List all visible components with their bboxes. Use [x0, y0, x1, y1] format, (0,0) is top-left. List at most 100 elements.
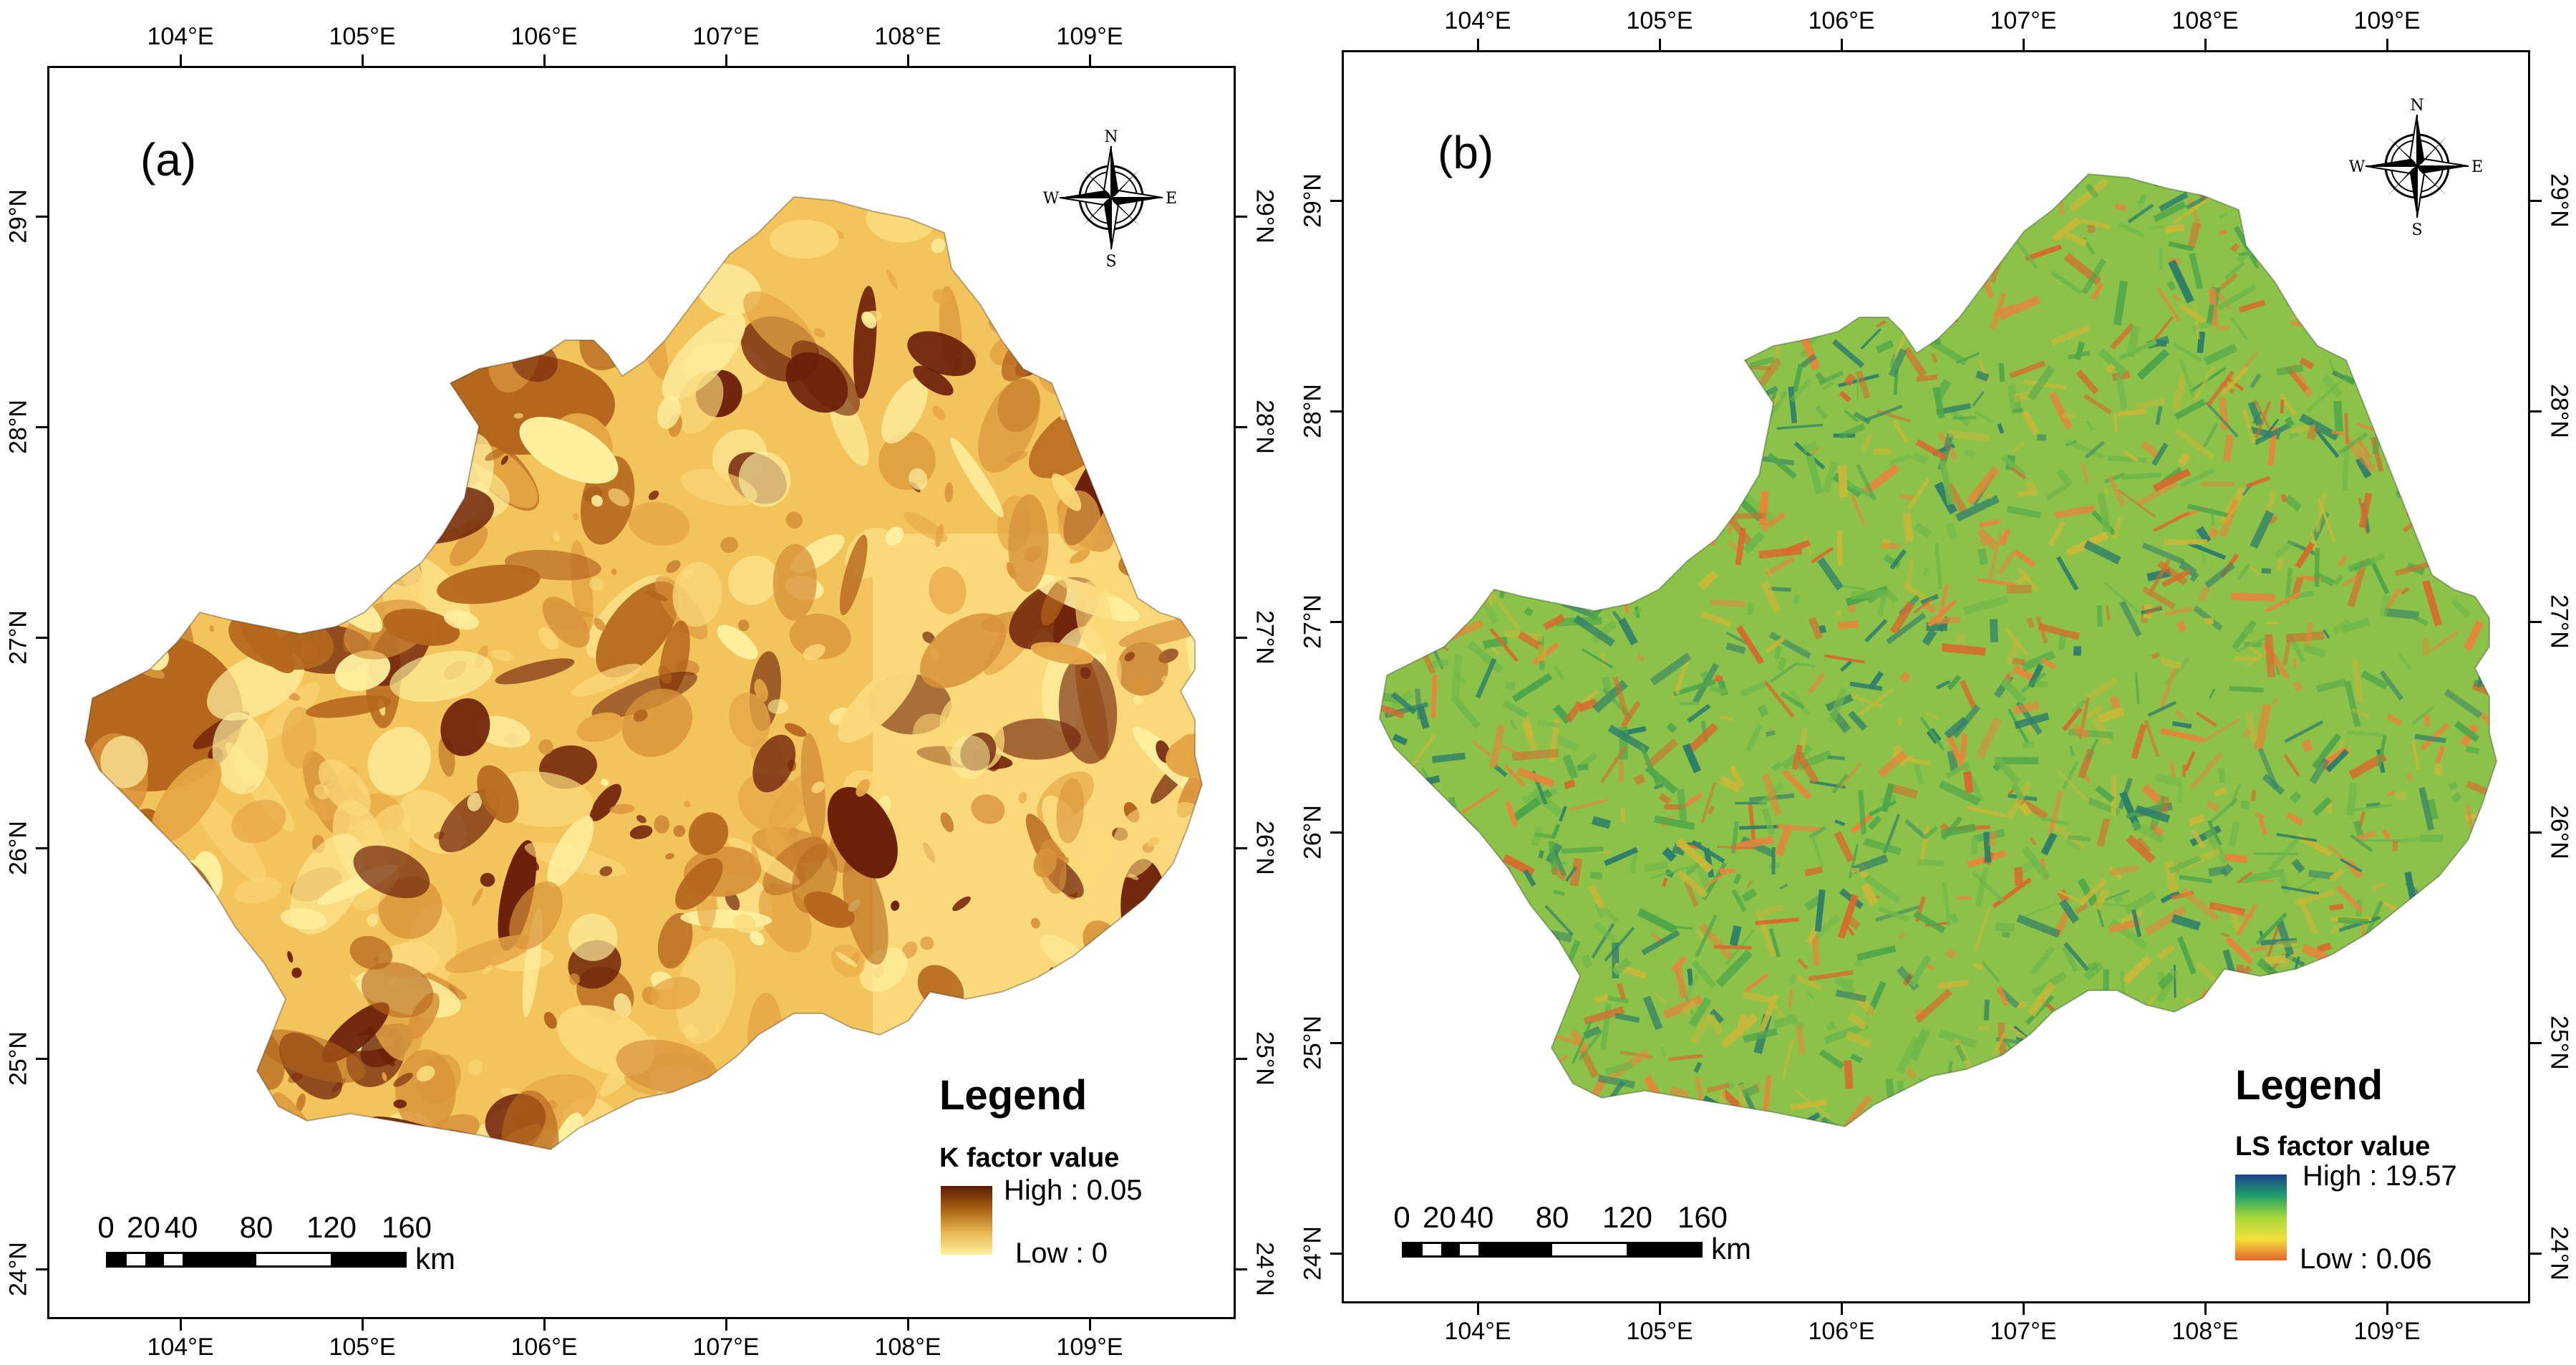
- scale-bar-a: 0 20 40 80 120 160 km: [97, 1210, 455, 1282]
- legend-subtitle-a: K factor value: [939, 1143, 1120, 1173]
- longitude-label: 109°E: [1056, 1333, 1123, 1361]
- scale-label: 0: [1393, 1200, 1410, 1234]
- longitude-label: 107°E: [692, 23, 760, 50]
- latitude-label: 25°N: [1251, 1031, 1279, 1086]
- graticule-tick: [1236, 216, 1247, 218]
- graticule-tick: [2530, 410, 2542, 413]
- longitude-label: 107°E: [692, 1333, 760, 1361]
- latitude-label: 25°N: [1299, 1016, 1327, 1070]
- compass-w-label: W: [2349, 158, 2366, 176]
- graticule-tick: [1236, 847, 1247, 849]
- latitude-label: 27°N: [4, 610, 32, 665]
- graticule-tick: [2386, 1303, 2388, 1315]
- scale-label: 120: [1602, 1200, 1653, 1234]
- graticule-tick: [2530, 831, 2542, 834]
- longitude-label: 104°E: [1444, 1318, 1511, 1345]
- legend-high-a: High : 0.05: [1004, 1175, 1143, 1206]
- legend-subtitle-b: LS factor value: [2235, 1132, 2431, 1162]
- graticule-tick: [2530, 1042, 2542, 1044]
- graticule-tick: [543, 54, 546, 66]
- longitude-label: 108°E: [2171, 1318, 2239, 1345]
- legend-title-b: Legend: [2235, 1062, 2383, 1109]
- graticule-tick: [907, 54, 909, 66]
- latitude-label: 28°N: [4, 400, 32, 454]
- longitude-label: 104°E: [1444, 7, 1511, 34]
- graticule-tick: [1841, 1303, 1843, 1315]
- graticule-tick: [36, 1268, 47, 1270]
- scale-label: 20: [1423, 1200, 1456, 1234]
- graticule-tick: [1236, 426, 1247, 428]
- graticule-tick: [1089, 1319, 1091, 1331]
- scale-label: 160: [1677, 1200, 1728, 1234]
- scale-label: 120: [306, 1210, 357, 1244]
- graticule-tick: [1330, 200, 1342, 202]
- graticule-tick: [2530, 200, 2542, 202]
- scale-unit: km: [1711, 1232, 1751, 1265]
- latitude-label: 27°N: [2545, 594, 2573, 649]
- latitude-label: 28°N: [1299, 384, 1327, 438]
- latitude-label: 29°N: [1251, 189, 1279, 243]
- latitude-label: 25°N: [2545, 1016, 2573, 1070]
- longitude-label: 106°E: [1808, 7, 1875, 34]
- longitude-label: 107°E: [1990, 7, 2057, 34]
- map-panel-a: 104°E 104°E 105°E 105°E 106°E 106°E 107°E 107°E…: [0, 0, 1282, 1365]
- latitude-label: 29°N: [2545, 173, 2573, 228]
- graticule-tick: [1089, 54, 1091, 66]
- scale-label: 20: [127, 1210, 160, 1244]
- longitude-label: 109°E: [2353, 7, 2421, 34]
- graticule-tick: [1659, 1303, 1661, 1315]
- longitude-label: 106°E: [1808, 1318, 1875, 1345]
- compass-s-label: S: [2411, 221, 2422, 238]
- longitude-label: 108°E: [874, 1333, 941, 1361]
- graticule-tick: [2530, 621, 2542, 623]
- latitude-label: 26°N: [1299, 805, 1327, 859]
- graticule-tick: [907, 1319, 909, 1331]
- scale-label: 160: [381, 1210, 432, 1244]
- longitude-label: 105°E: [329, 23, 396, 50]
- compass-e-label: E: [2471, 158, 2483, 176]
- latitude-label: 28°N: [2545, 384, 2573, 438]
- graticule-tick: [1330, 1253, 1342, 1255]
- scale-label: 80: [1535, 1200, 1569, 1234]
- graticule-tick: [1330, 410, 1342, 413]
- legend-ramp-a: [941, 1186, 992, 1255]
- compass-s-label: S: [1105, 253, 1116, 269]
- latitude-label: 26°N: [1251, 821, 1279, 875]
- compass-rose-icon: N S E W: [2345, 95, 2489, 238]
- graticule-tick: [36, 426, 47, 428]
- graticule-tick: [362, 1319, 364, 1331]
- legend-low-a: Low : 0: [1015, 1238, 1108, 1269]
- scale-label: 0: [97, 1210, 115, 1244]
- map-frame-b: [1342, 50, 2530, 1303]
- graticule-tick: [2204, 39, 2207, 50]
- graticule-tick: [1330, 831, 1342, 834]
- legend-ramp-b: [2235, 1175, 2287, 1260]
- graticule-tick: [2530, 1253, 2542, 1255]
- longitude-label: 109°E: [2353, 1318, 2421, 1345]
- latitude-label: 26°N: [4, 821, 32, 875]
- graticule-tick: [1330, 1042, 1342, 1044]
- panel-label-b: (b): [1438, 127, 1494, 178]
- latitude-label: 28°N: [1251, 400, 1279, 454]
- panel-label-a: (a): [140, 134, 197, 185]
- compass-e-label: E: [1166, 190, 1177, 208]
- scale-unit: km: [415, 1242, 455, 1275]
- longitude-label: 106°E: [510, 23, 578, 50]
- graticule-tick: [1841, 39, 1843, 50]
- graticule-tick: [2386, 39, 2388, 50]
- graticule-tick: [2204, 1303, 2207, 1315]
- map-frame-a: [47, 66, 1236, 1319]
- scale-label: 40: [1460, 1200, 1494, 1234]
- map-panel-b: 104°E 104°E 105°E 105°E 106°E 106°E 107°E 107°E…: [1289, 0, 2576, 1365]
- latitude-label: 29°N: [1299, 173, 1327, 228]
- legend-high-b: High : 19.57: [2303, 1160, 2457, 1192]
- legend-title-a: Legend: [939, 1072, 1088, 1119]
- graticule-tick: [1659, 39, 1661, 50]
- graticule-tick: [1477, 1303, 1479, 1315]
- latitude-label: 24°N: [1299, 1226, 1327, 1280]
- graticule-tick: [362, 54, 364, 66]
- scale-bar-b: 0 20 40 80 120 160 km: [1393, 1200, 1751, 1272]
- latitude-label: 27°N: [1251, 610, 1279, 665]
- graticule-tick: [36, 847, 47, 849]
- legend-low-b: Low : 0.06: [2300, 1243, 2432, 1275]
